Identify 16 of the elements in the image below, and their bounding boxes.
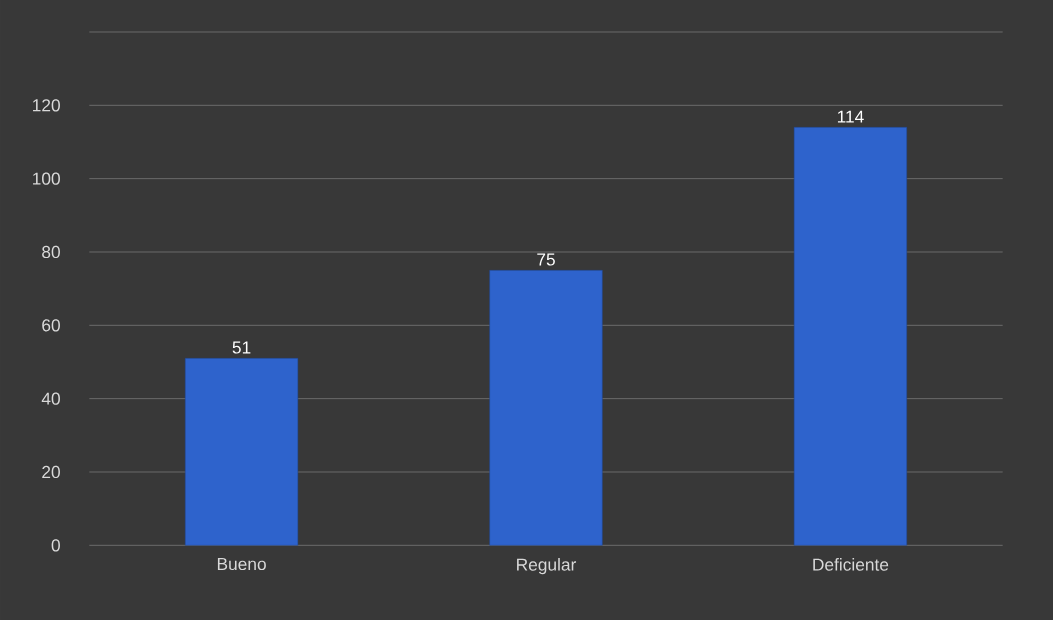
x-tick-label: Regular bbox=[517, 558, 577, 575]
y-tick-label: 40 bbox=[41, 392, 60, 405]
data-label: 51 bbox=[232, 341, 251, 354]
y-tick-label: 80 bbox=[42, 245, 60, 259]
x-tick-label: Bueno bbox=[217, 558, 266, 571]
y-tick-label: 120 bbox=[33, 99, 60, 112]
data-label: 114 bbox=[837, 110, 864, 123]
y-tick-label: 100 bbox=[33, 172, 60, 185]
y-tick-label: 0 bbox=[51, 539, 60, 552]
y-tick-label: 20 bbox=[42, 465, 60, 479]
bar bbox=[489, 270, 603, 546]
bar bbox=[184, 358, 299, 546]
bar bbox=[793, 127, 908, 546]
y-tick-label: 60 bbox=[42, 319, 60, 332]
x-tick-label: Deficiente bbox=[813, 558, 889, 571]
data-label: 75 bbox=[537, 253, 555, 266]
